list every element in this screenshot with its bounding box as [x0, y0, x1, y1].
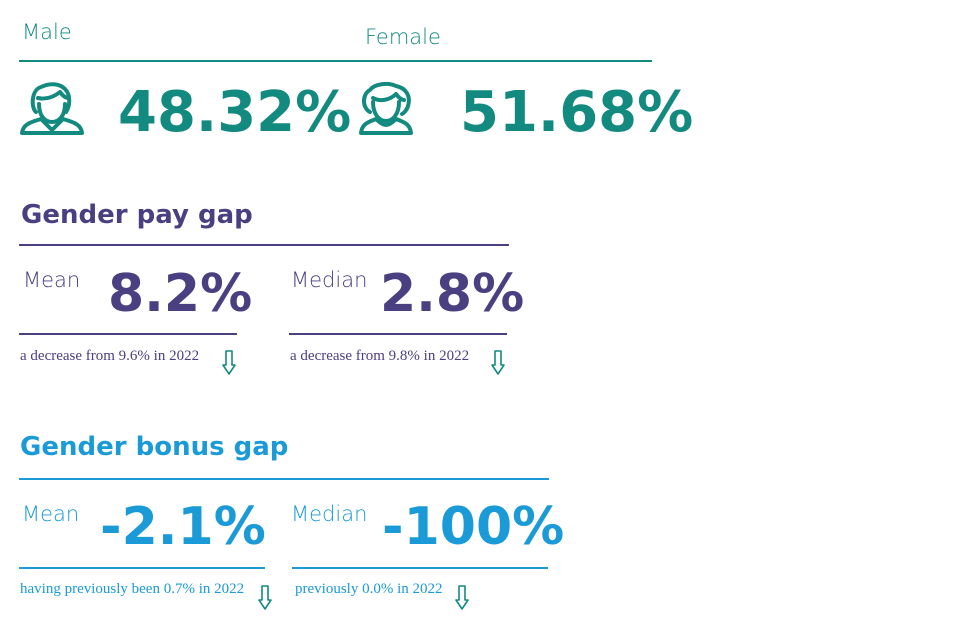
pay-gap-mean-note: a decrease from 9.6% in 2022 [20, 348, 200, 364]
bonus-gap-median-value: -100% [382, 497, 565, 557]
pay-gap-median-note: a decrease from 9.8% in 2022 [290, 348, 470, 364]
bonus-gap-median-underline [292, 567, 548, 569]
bonus-gap-median-label: Median [291, 502, 368, 526]
female-label: Female [365, 25, 441, 49]
gender-split-divider [19, 60, 652, 62]
bonus-gap-divider [19, 478, 549, 480]
pay-gap-median-value: 2.8% [380, 264, 525, 324]
pay-gap-mean-value: 8.2% [108, 264, 253, 324]
bonus-gap-mean-underline [19, 567, 265, 569]
decrease-arrow-icon [455, 585, 469, 610]
pay-gap-median-underline [289, 333, 507, 335]
bonus-gap-mean-note: having previously been 0.7% in 2022 [20, 581, 245, 597]
male-label: Male [22, 20, 72, 44]
bonus-gap-title: Gender bonus gap [20, 432, 289, 462]
male-person-icon [20, 82, 84, 135]
pay-gap-mean-underline [19, 333, 237, 335]
bonus-gap-mean-value: -2.1% [100, 497, 266, 557]
decrease-arrow-icon [258, 585, 272, 610]
female-person-icon [359, 82, 413, 135]
pay-gap-title: Gender pay gap [21, 200, 253, 230]
male-percentage: 48.32% [118, 80, 352, 145]
bonus-gap-median-note: previously 0.0% in 2022 [295, 581, 443, 597]
female-percentage: 51.68% [460, 80, 694, 145]
pay-gap-divider [19, 244, 509, 246]
pay-gap-mean-label: Mean [23, 268, 81, 292]
decrease-arrow-icon [491, 350, 505, 375]
pay-gap-median-label: Median [291, 268, 368, 292]
decrease-arrow-icon [222, 350, 236, 375]
bonus-gap-mean-label: Mean [22, 502, 80, 526]
